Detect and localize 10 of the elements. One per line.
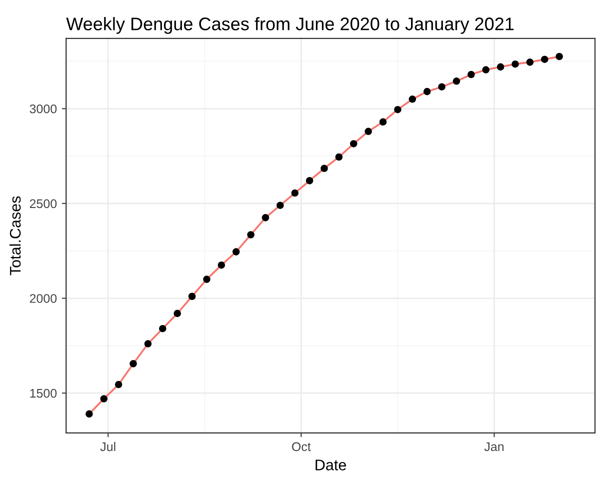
- y-tick-label: 1500: [30, 388, 57, 398]
- chart-title: Weekly Dengue Cases from June 2020 to January 2021: [66, 17, 514, 34]
- y-axis-title: Total.Cases: [9, 196, 21, 276]
- x-tick-label: Jul: [100, 442, 116, 452]
- y-tick-label: 2000: [30, 294, 57, 303]
- y-tick-label: 2500: [30, 199, 57, 208]
- y-tick-label: 3000: [30, 104, 57, 114]
- x-axis-title: Date: [316, 460, 346, 470]
- x-tick-label: Oct: [292, 442, 311, 452]
- x-tick-label: Jan: [484, 442, 504, 452]
